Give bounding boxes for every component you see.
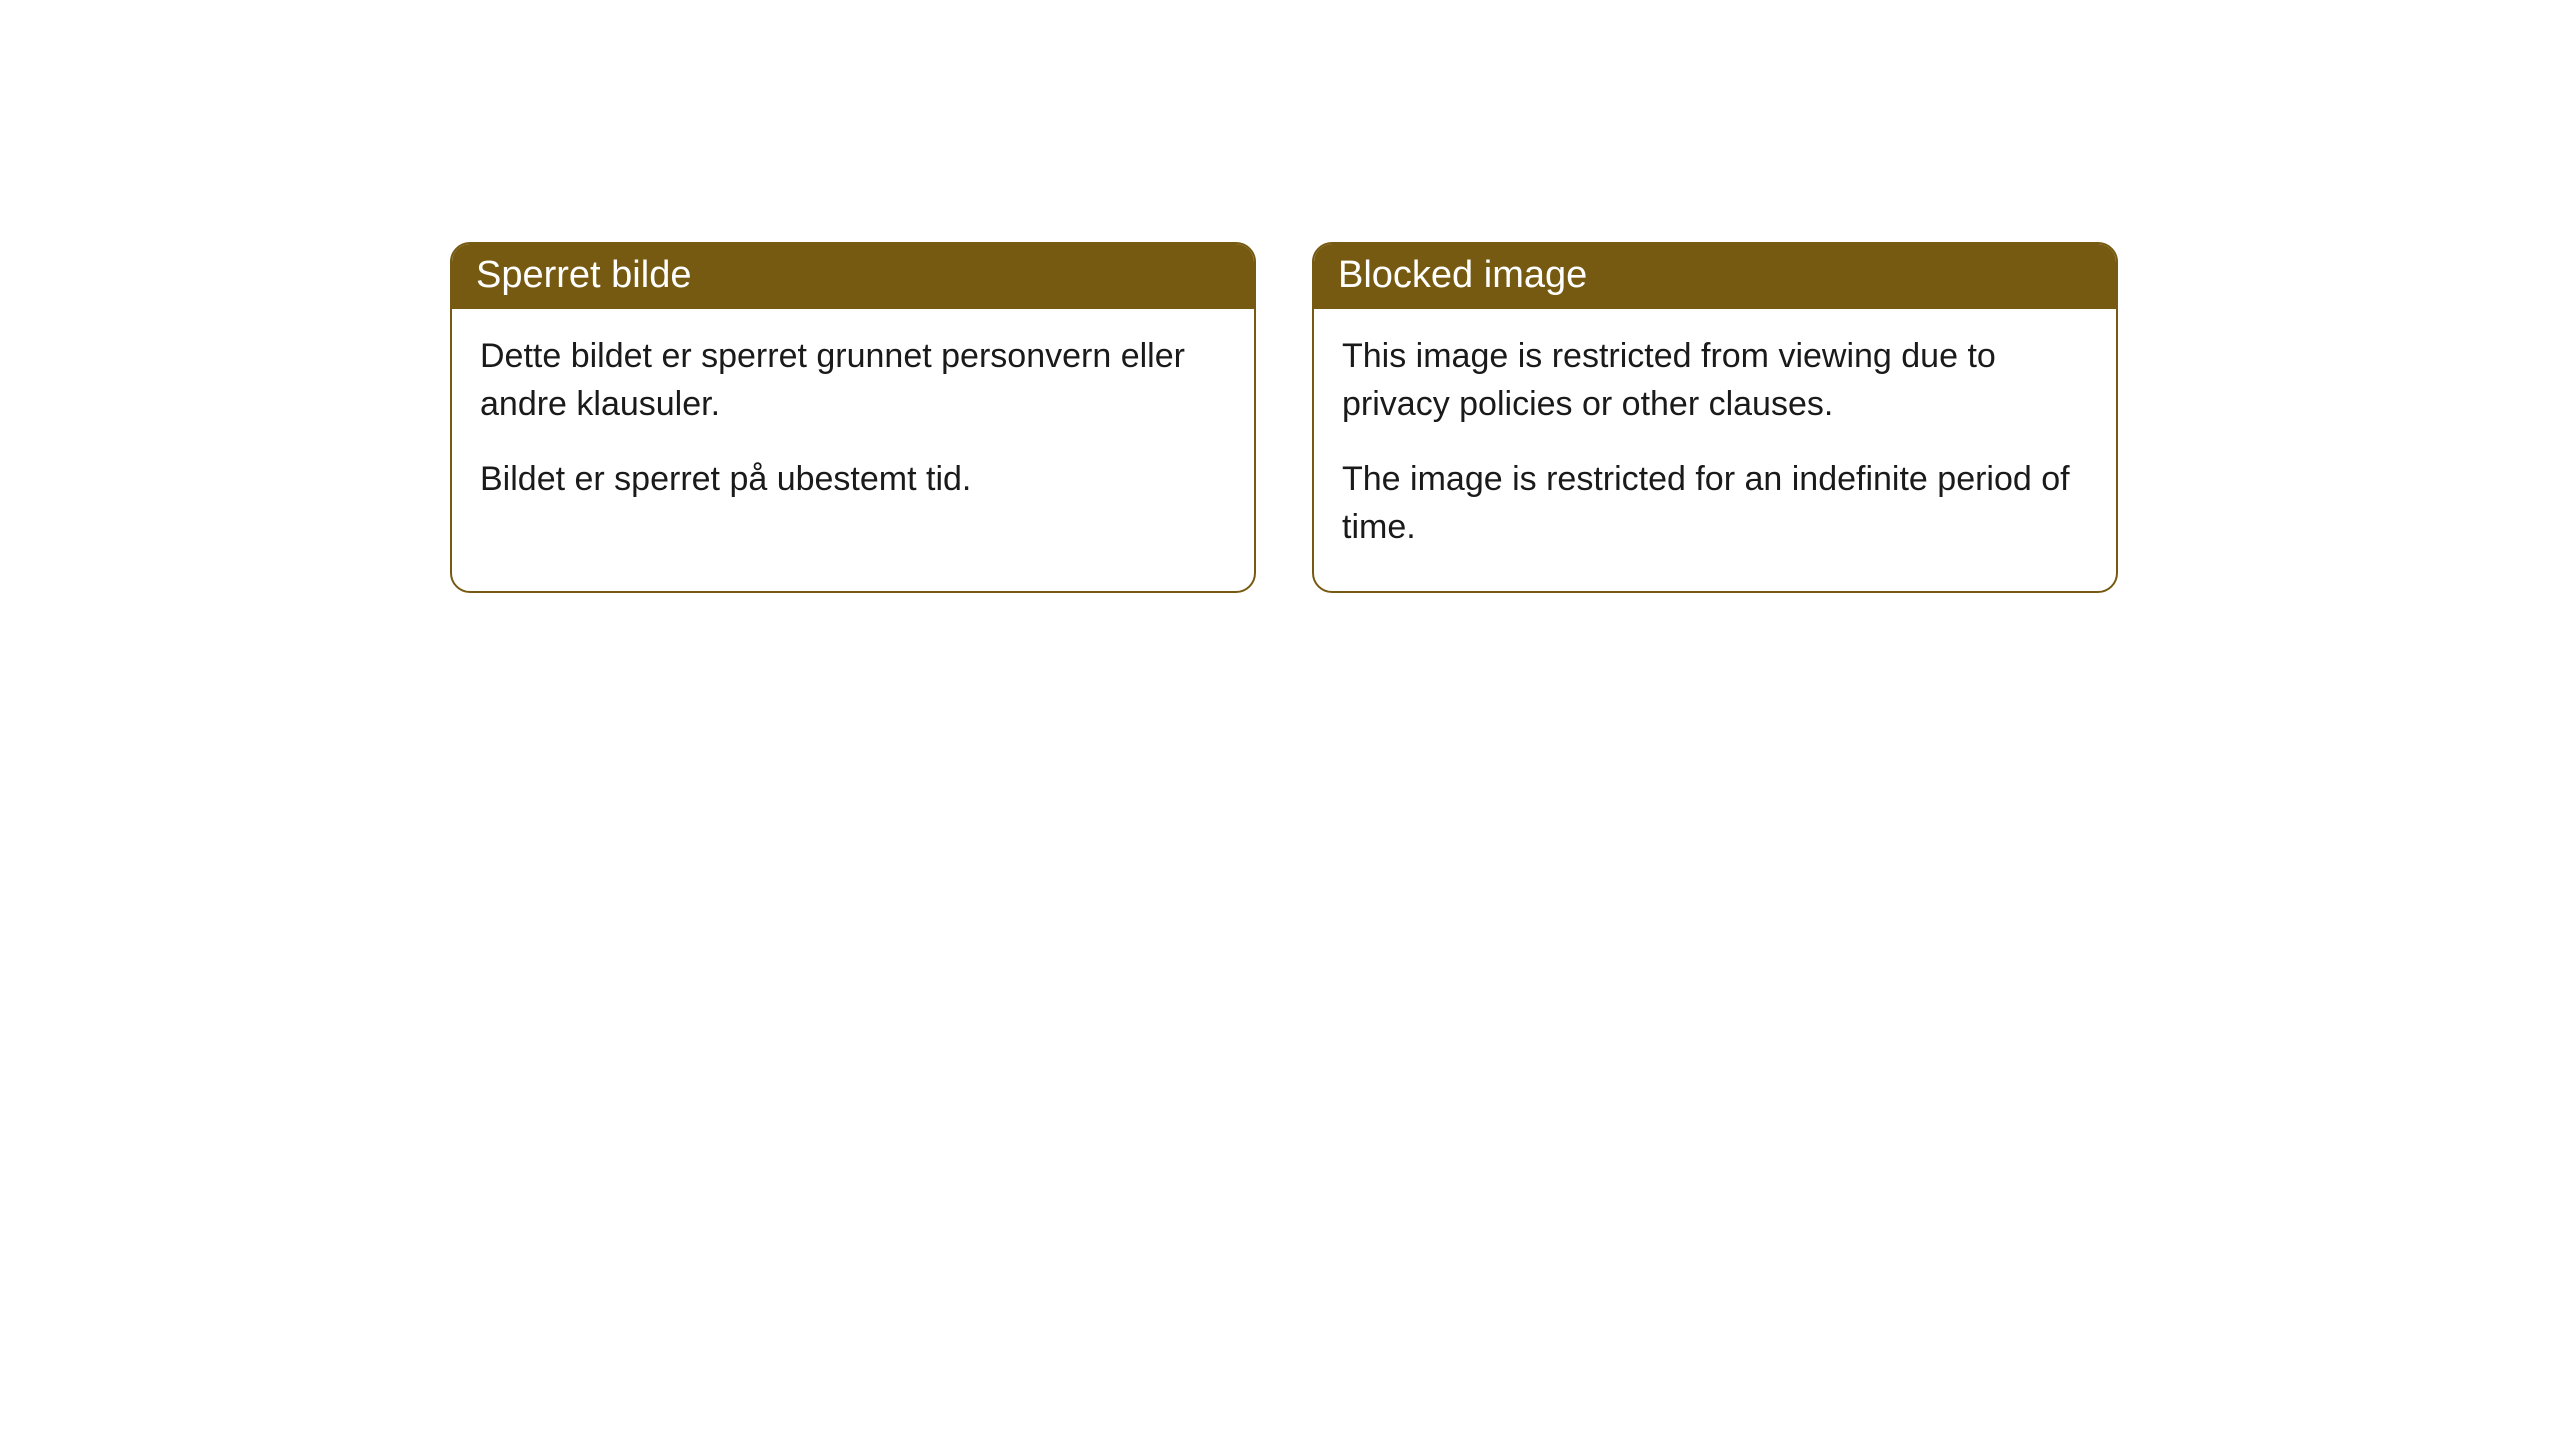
card-body-norwegian: Dette bildet er sperret grunnet personve… <box>452 309 1254 544</box>
card-header-english: Blocked image <box>1314 244 2116 309</box>
card-text-norwegian-1: Dette bildet er sperret grunnet personve… <box>480 333 1226 428</box>
card-text-norwegian-2: Bildet er sperret på ubestemt tid. <box>480 456 1226 504</box>
blocked-image-card-english: Blocked image This image is restricted f… <box>1312 242 2118 593</box>
card-text-english-1: This image is restricted from viewing du… <box>1342 333 2088 428</box>
card-text-english-2: The image is restricted for an indefinit… <box>1342 456 2088 551</box>
card-title-english: Blocked image <box>1338 254 1587 296</box>
card-title-norwegian: Sperret bilde <box>476 254 691 296</box>
cards-container: Sperret bilde Dette bildet er sperret gr… <box>450 242 2118 593</box>
blocked-image-card-norwegian: Sperret bilde Dette bildet er sperret gr… <box>450 242 1256 593</box>
card-body-english: This image is restricted from viewing du… <box>1314 309 2116 591</box>
card-header-norwegian: Sperret bilde <box>452 244 1254 309</box>
